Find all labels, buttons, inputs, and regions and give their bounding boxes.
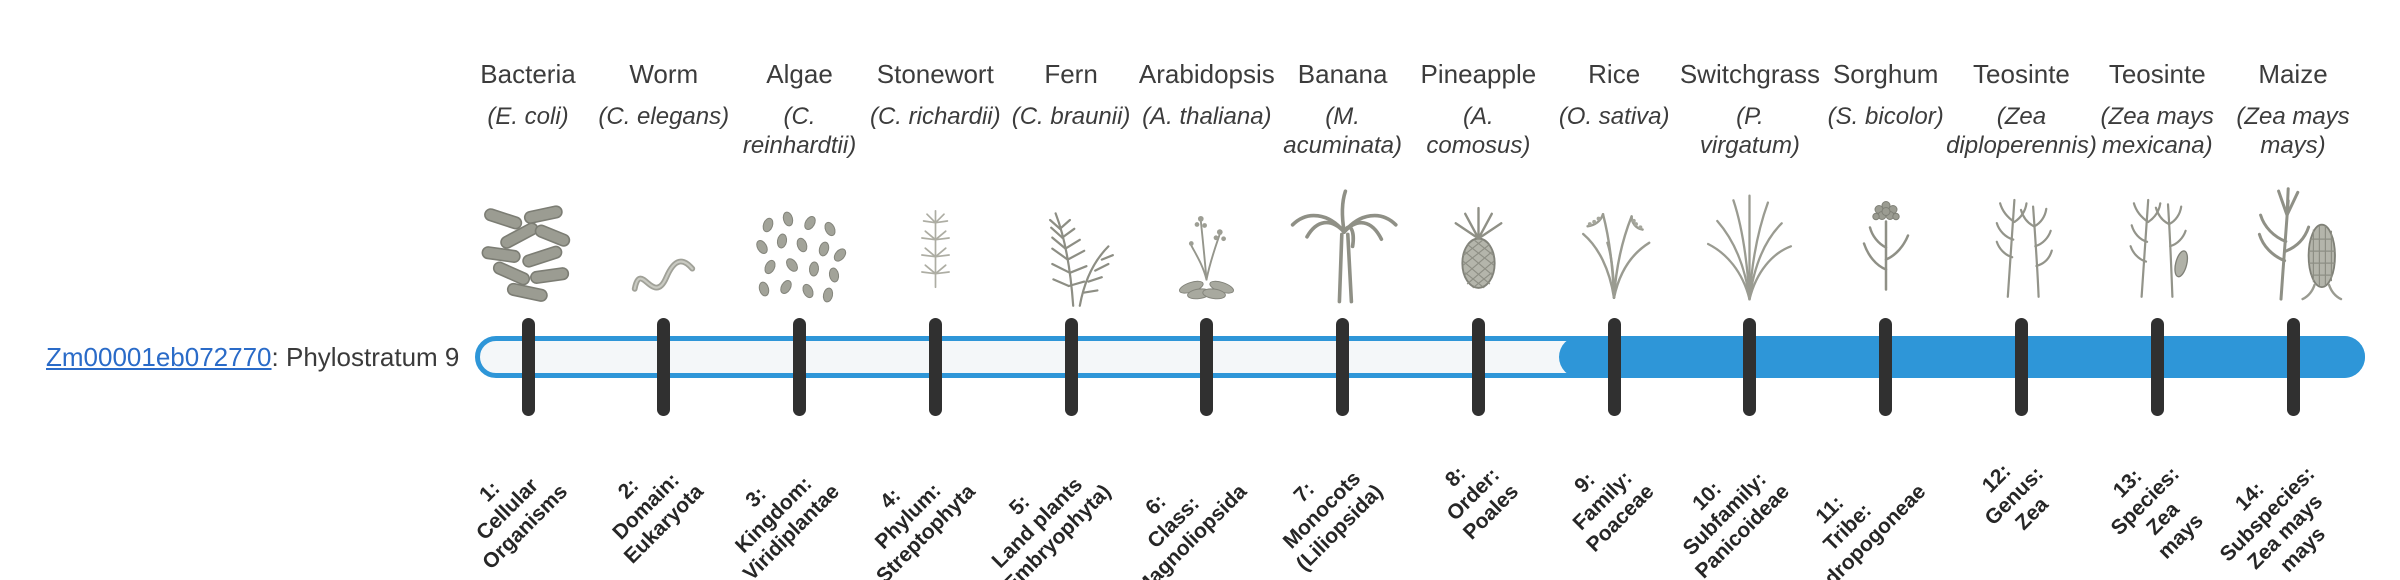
- organism-illustration: [996, 170, 1146, 314]
- organism-common-name: Fern: [1044, 59, 1098, 89]
- phylostratum-tick: [1743, 318, 1757, 416]
- banana-icon: [1283, 179, 1403, 314]
- bacteria-icon: [476, 197, 581, 314]
- organism-illustration: [1403, 170, 1553, 314]
- phylostratum-tick: [1200, 318, 1214, 416]
- fern-icon: [1016, 197, 1126, 314]
- organism-scientific-name: (A. thaliana): [1142, 103, 1272, 130]
- phylostratum-tick: [2286, 318, 2300, 416]
- organism-label: Banana (M. acuminata): [1258, 58, 1428, 160]
- organism-scientific-name: (P. virgatum): [1699, 103, 1800, 159]
- phylostratum-tick: [928, 318, 942, 416]
- arabidopsis-icon: [1159, 197, 1254, 314]
- organism-illustration: [860, 170, 1010, 314]
- stratum-rank-text: 14: Subspecies: Zea mays mays: [2215, 462, 2331, 577]
- organism-label: Pineapple (A. comosus): [1393, 58, 1563, 160]
- stratum-rank-label: 14: Subspecies: Zea mays mays: [1973, 444, 2330, 576]
- organism-illustration: [2082, 170, 2232, 314]
- organism-common-name: Teosinte: [1973, 59, 2070, 89]
- organism-label: Bacteria (E. coli): [443, 58, 613, 131]
- phylostratum-tick: [657, 318, 671, 416]
- pineapple-icon: [1431, 187, 1526, 314]
- gene-phylostratum-text: : Phylostratum 9: [271, 342, 460, 372]
- organism-scientific-name: (C. reinhardtii): [742, 103, 857, 159]
- organism-illustration: [589, 170, 739, 314]
- phylostratum-tick: [1471, 318, 1485, 416]
- organism-scientific-name: (C. elegans): [598, 103, 730, 130]
- sorghum-icon: [1836, 174, 1936, 314]
- organism-common-name: Pineapple: [1420, 59, 1537, 89]
- organism-illustration: [2218, 170, 2368, 314]
- organism-scientific-name: (Zea mays mays): [2236, 103, 2350, 159]
- organism-illustration: [1539, 170, 1689, 314]
- organism-label: Rice (O. sativa): [1529, 58, 1699, 131]
- organism-label: Teosinte (Zea mays mexicana): [2072, 58, 2242, 160]
- organism-common-name: Bacteria: [480, 59, 576, 89]
- organism-illustration: [453, 170, 603, 314]
- gene-label: Zm00001eb072770: Phylostratum 9: [46, 342, 459, 372]
- organism-common-name: Switchgrass: [1679, 59, 1820, 89]
- phylostratum-tick: [1336, 318, 1350, 416]
- organism-label: Sorghum (S. bicolor): [1801, 58, 1971, 131]
- organism-common-name: Sorghum: [1832, 59, 1939, 89]
- organism-scientific-name: (C. richardii): [869, 103, 1001, 130]
- organism-scientific-name: (Zea diploperennis): [1946, 103, 2097, 159]
- organism-label: Arabidopsis (A. thaliana): [1122, 58, 1292, 131]
- organism-illustration: [1132, 170, 1282, 314]
- timeline-fill: [1559, 336, 2365, 378]
- organism-illustration: [1268, 170, 1418, 314]
- organism-common-name: Stonewort: [876, 59, 994, 89]
- algae-icon: [750, 209, 850, 314]
- organism-common-name: Banana: [1297, 59, 1388, 89]
- gene-id-link[interactable]: Zm00001eb072770: [46, 342, 272, 372]
- organism-scientific-name: (S. bicolor): [1827, 103, 1944, 130]
- organism-label: Worm (C. elegans): [579, 58, 749, 131]
- teosinte-icon: [1966, 179, 2076, 314]
- organism-common-name: Teosinte: [2108, 59, 2206, 89]
- organism-illustration: [1811, 170, 1961, 314]
- phylostratum-tick: [1879, 318, 1893, 416]
- phylostratum-tick: [1607, 318, 1621, 416]
- phylostratum-tick: [793, 318, 807, 416]
- organism-common-name: Rice: [1588, 59, 1641, 89]
- organism-label: Stonewort (C. richardii): [850, 58, 1020, 131]
- organism-scientific-name: (C. braunii): [1011, 103, 1131, 130]
- organism-common-name: Worm: [629, 59, 699, 89]
- stonewort-icon: [893, 184, 978, 314]
- organism-scientific-name: (O. sativa): [1558, 103, 1670, 130]
- organism-label: Fern (C. braunii): [986, 58, 1156, 131]
- phylostratum-tick: [521, 318, 535, 416]
- organism-label: Teosinte (Zea diploperennis): [1936, 58, 2106, 160]
- switchgrass-icon: [1692, 179, 1807, 314]
- phylostratum-tick: [1064, 318, 1078, 416]
- organism-label: Switchgrass (P. virgatum): [1665, 58, 1835, 160]
- organism-common-name: Maize: [2258, 59, 2328, 89]
- teosinte-mexicana-icon: [2102, 179, 2212, 314]
- organism-illustration: [1675, 170, 1825, 314]
- organism-label: Maize (Zea mays mays): [2208, 58, 2378, 160]
- organism-common-name: Arabidopsis: [1138, 59, 1275, 89]
- maize-icon: [2233, 174, 2353, 314]
- organism-illustration: [1946, 170, 2096, 314]
- phylostratum-tick: [2150, 318, 2164, 416]
- organism-scientific-name: (M. acuminata): [1283, 103, 1402, 159]
- organism-illustration: [725, 170, 875, 314]
- organism-label: Algae (C. reinhardtii): [715, 58, 885, 160]
- organism-scientific-name: (A. comosus): [1426, 103, 1531, 159]
- organism-scientific-name: (E. coli): [487, 103, 569, 130]
- phylostratum-tick: [2014, 318, 2028, 416]
- rice-icon: [1559, 181, 1669, 314]
- worm-icon: [616, 237, 711, 314]
- organism-scientific-name: (Zea mays mexicana): [2100, 103, 2214, 159]
- organism-common-name: Algae: [766, 59, 833, 89]
